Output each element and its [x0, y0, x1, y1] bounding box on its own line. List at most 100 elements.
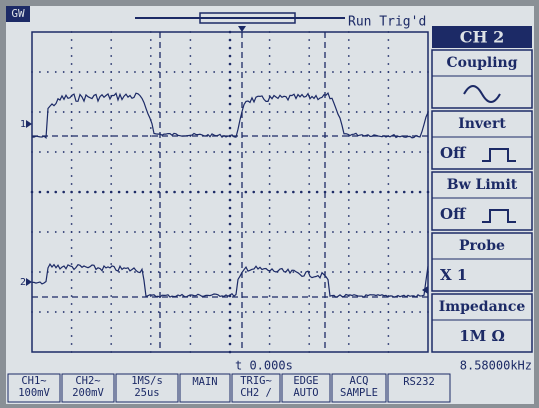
grid-dot	[141, 111, 144, 113]
grid-dot	[228, 54, 232, 58]
grid-dot	[70, 215, 73, 217]
grid-dot	[228, 118, 232, 122]
grid-dot	[189, 327, 192, 329]
grid-dot	[228, 38, 232, 42]
grid-dot	[308, 159, 311, 161]
grid-dot	[268, 119, 271, 121]
grid-dot	[228, 342, 232, 346]
grid-dot	[427, 71, 429, 73]
menu-item-label: Impedance	[439, 299, 526, 315]
grid-dot	[387, 255, 390, 257]
grid-dot	[189, 231, 192, 233]
grid-dot	[347, 103, 350, 105]
grid-dot	[173, 71, 176, 73]
grid-dot	[110, 39, 113, 41]
status-text: SAMPLE	[340, 387, 378, 399]
grid-dot	[70, 87, 73, 89]
grid-dot	[86, 71, 89, 73]
grid-dot	[379, 151, 382, 153]
grid-dot	[197, 151, 200, 153]
grid-dot	[149, 183, 152, 185]
grid-dot	[78, 271, 81, 273]
grid-dot	[355, 311, 358, 313]
grid-dot	[189, 151, 192, 153]
grid-dot	[110, 223, 113, 225]
menu-item	[431, 110, 533, 170]
grid-dot	[308, 39, 311, 41]
grid-dot	[332, 311, 334, 313]
grid-dot	[411, 311, 414, 313]
grid-dot	[70, 127, 73, 129]
grid-dot	[347, 335, 350, 337]
grid-dot	[268, 271, 271, 273]
grid-dot	[316, 231, 319, 233]
grid-dot	[189, 279, 192, 281]
grid-dot	[165, 111, 168, 113]
grid-dot	[102, 271, 105, 273]
trigger-level	[422, 286, 428, 294]
grid-dot	[134, 151, 136, 153]
grid-dot	[173, 151, 176, 153]
grid-dot	[387, 159, 390, 161]
grid-dot	[110, 295, 113, 297]
grid-dot	[347, 190, 351, 194]
grid-dot	[387, 183, 390, 185]
grid-dot	[419, 111, 421, 113]
grid-dot	[355, 71, 358, 73]
grid-dot	[363, 111, 366, 113]
grid-dot	[347, 111, 350, 113]
grid-dot	[157, 71, 160, 73]
grid-dot	[228, 254, 232, 258]
grid-dot	[31, 151, 33, 153]
grid-dot	[387, 111, 390, 113]
grid-dot	[308, 311, 311, 313]
ch2-marker	[26, 278, 32, 286]
grid-dot	[387, 79, 390, 81]
grid-dot	[268, 287, 271, 289]
grid-dot	[236, 190, 240, 194]
grid-dot	[228, 78, 232, 82]
grid-dot	[403, 271, 406, 273]
grid-dot	[347, 55, 350, 57]
grid-dot	[228, 262, 232, 266]
grid-dot	[387, 303, 390, 305]
grid-dot	[268, 79, 271, 81]
grid-dot	[387, 199, 390, 201]
grid-dot	[149, 271, 152, 273]
grid-dot	[189, 127, 192, 129]
grid-dot	[284, 71, 287, 73]
grid-dot	[387, 311, 390, 313]
grid-dot	[237, 311, 239, 313]
grid-dot	[70, 183, 73, 185]
grid-dot	[149, 87, 152, 89]
grid-dot	[110, 199, 113, 201]
grid-dot	[62, 111, 65, 113]
grid-dot	[189, 303, 192, 305]
grid-dot	[387, 335, 390, 337]
grid-dot	[379, 111, 382, 113]
grid-dot	[228, 206, 232, 210]
grid-dot	[331, 190, 335, 194]
grid-dot	[427, 231, 429, 233]
grid-dot	[268, 223, 271, 225]
grid-dot	[62, 71, 65, 73]
grid-dot	[260, 311, 263, 313]
grid-dot	[94, 231, 97, 233]
grid-dot	[110, 175, 113, 177]
grid-dot	[276, 71, 279, 73]
grid-dot	[205, 111, 208, 113]
grid-dot	[228, 278, 232, 282]
grid-dot	[78, 151, 81, 153]
menu-item-value: Off	[440, 144, 467, 162]
grid-dot	[110, 319, 113, 321]
grid-dot	[355, 231, 358, 233]
grid-dot	[189, 119, 192, 121]
grid-dot	[213, 111, 216, 113]
grid-dot	[363, 71, 366, 73]
grid-dot	[70, 199, 73, 201]
grid-dot	[276, 111, 279, 113]
grid-dot	[316, 271, 319, 273]
grid-dot	[300, 111, 303, 113]
grid-dot	[347, 71, 350, 73]
grid-dot	[411, 271, 414, 273]
